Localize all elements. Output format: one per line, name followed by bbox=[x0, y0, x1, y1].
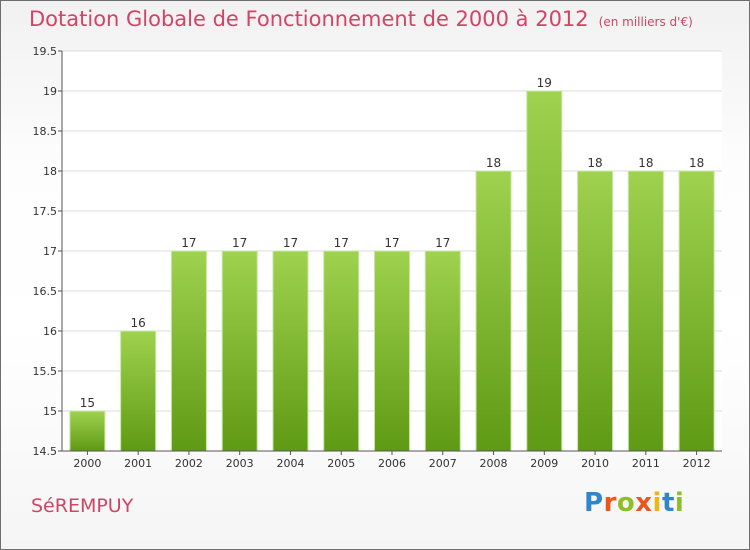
x-tick-label: 2010 bbox=[581, 457, 609, 470]
y-tick-label: 15 bbox=[43, 405, 57, 418]
bars bbox=[69, 90, 715, 452]
logo-letter: x bbox=[635, 488, 653, 518]
data-label: 17 bbox=[181, 236, 196, 250]
data-label: 19 bbox=[537, 76, 552, 90]
commune-name: SéREMPUY bbox=[31, 495, 134, 517]
chart-unit: (en milliers d'€) bbox=[598, 15, 693, 29]
y-tick-label: 15.5 bbox=[33, 365, 58, 378]
logo-letter: r bbox=[603, 488, 617, 518]
bar bbox=[221, 250, 258, 452]
data-label: 18 bbox=[638, 156, 653, 170]
x-tick-label: 2012 bbox=[683, 457, 711, 470]
logo-letter: o bbox=[616, 488, 636, 518]
bar bbox=[526, 90, 563, 452]
proxiti-logo[interactable]: Proxiti bbox=[584, 488, 684, 518]
x-tick-label: 2003 bbox=[226, 457, 254, 470]
data-label: 17 bbox=[283, 236, 298, 250]
bar bbox=[678, 170, 715, 452]
data-label: 16 bbox=[131, 316, 146, 330]
bar bbox=[120, 330, 157, 452]
y-tick-label: 17.5 bbox=[33, 205, 58, 218]
data-label: 17 bbox=[384, 236, 399, 250]
data-label: 18 bbox=[587, 156, 602, 170]
logo-letter: i bbox=[652, 488, 662, 518]
x-tick-label: 2004 bbox=[276, 457, 304, 470]
bar bbox=[627, 170, 664, 452]
data-label: 17 bbox=[232, 236, 247, 250]
y-tick-label: 19.5 bbox=[33, 45, 58, 58]
y-tick-label: 14.5 bbox=[33, 445, 58, 458]
y-tick-label: 16 bbox=[43, 325, 57, 338]
chart-title: Dotation Globale de Fonctionnement de 20… bbox=[29, 7, 693, 31]
x-tick-label: 2011 bbox=[632, 457, 660, 470]
data-label: 17 bbox=[334, 236, 349, 250]
bar bbox=[272, 250, 309, 452]
x-tick-label: 2001 bbox=[124, 457, 152, 470]
x-tick-label: 2009 bbox=[530, 457, 558, 470]
bar bbox=[170, 250, 207, 452]
data-label: 17 bbox=[435, 236, 450, 250]
x-tick-label: 2008 bbox=[480, 457, 508, 470]
x-tick-label: 2002 bbox=[175, 457, 203, 470]
y-tick-label: 18 bbox=[43, 165, 57, 178]
bar bbox=[323, 250, 360, 452]
bar bbox=[69, 410, 106, 452]
bar bbox=[475, 170, 512, 452]
logo-letter: i bbox=[674, 488, 685, 518]
data-label: 18 bbox=[689, 156, 704, 170]
y-tick-label: 16.5 bbox=[33, 285, 58, 298]
y-tick-label: 17 bbox=[43, 245, 57, 258]
logo-letter: P bbox=[584, 488, 604, 518]
x-tick-label: 2005 bbox=[327, 457, 355, 470]
bar bbox=[373, 250, 411, 452]
logo-letter: t bbox=[661, 488, 675, 518]
data-labels: 15 16 17 17 17 17 17 17 18 19 18 18 18 bbox=[80, 76, 705, 410]
y-tick-label: 19 bbox=[43, 85, 57, 98]
bar bbox=[577, 170, 614, 452]
x-tick-label: 2007 bbox=[429, 457, 457, 470]
y-tick-label: 18.5 bbox=[33, 125, 58, 138]
data-label: 15 bbox=[80, 396, 95, 410]
x-tick-label: 2006 bbox=[378, 457, 406, 470]
bar bbox=[424, 250, 461, 452]
axes: 14.5 15 15.5 16 16.5 17 17.5 18 18.5 19 19.5 2000 20… bbox=[33, 45, 722, 470]
chart-title-text: Dotation Globale de Fonctionnement de 20… bbox=[29, 7, 589, 31]
data-label: 18 bbox=[486, 156, 501, 170]
x-tick-label: 2000 bbox=[73, 457, 101, 470]
